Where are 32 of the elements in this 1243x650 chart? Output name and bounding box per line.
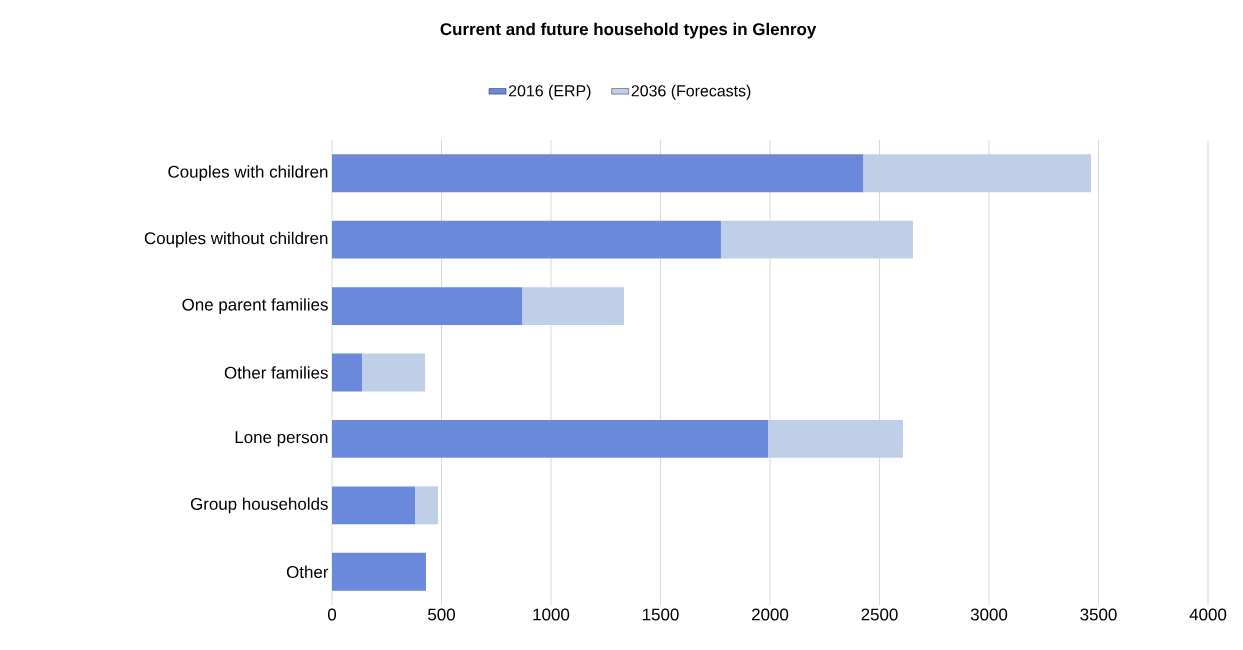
x-tick-label: 2500 bbox=[861, 608, 898, 621]
bar bbox=[332, 420, 769, 458]
x-tick-label: 500 bbox=[428, 608, 455, 621]
x-tick-label: 1500 bbox=[642, 608, 679, 621]
bar bbox=[332, 154, 864, 193]
y-tick-label: Group households bbox=[190, 497, 328, 514]
x-tick-label: 1000 bbox=[533, 608, 570, 621]
bar bbox=[720, 220, 914, 259]
legend-label: 2016 (ERP) bbox=[509, 84, 591, 100]
bar bbox=[332, 287, 523, 326]
bar bbox=[332, 353, 362, 392]
x-tick-label: 3500 bbox=[1080, 608, 1117, 621]
bar bbox=[863, 154, 1092, 193]
y-tick-label: One parent families bbox=[182, 298, 328, 314]
y-tick-label: Other bbox=[286, 565, 329, 579]
bar bbox=[768, 420, 903, 458]
x-tick-label: 3000 bbox=[970, 608, 1008, 621]
bar bbox=[415, 486, 438, 525]
bar bbox=[362, 353, 426, 392]
legend-label: 2036 (Forecasts) bbox=[631, 84, 751, 100]
y-tick-label: Other families bbox=[224, 366, 328, 379]
y-tick-label: Couples without children bbox=[144, 231, 328, 248]
bar bbox=[332, 486, 415, 525]
x-tick-label: 0 bbox=[327, 608, 337, 621]
chart-title: Current and future household types in Glenroy bbox=[440, 22, 817, 39]
x-tick-label: 4000 bbox=[1189, 608, 1227, 621]
bar bbox=[332, 552, 426, 591]
bar bbox=[332, 220, 721, 259]
x-tick-label: 2000 bbox=[752, 608, 789, 621]
y-tick-label: Couples with children bbox=[168, 165, 328, 182]
bar bbox=[522, 287, 624, 326]
y-tick-label: Lone person bbox=[235, 431, 328, 447]
